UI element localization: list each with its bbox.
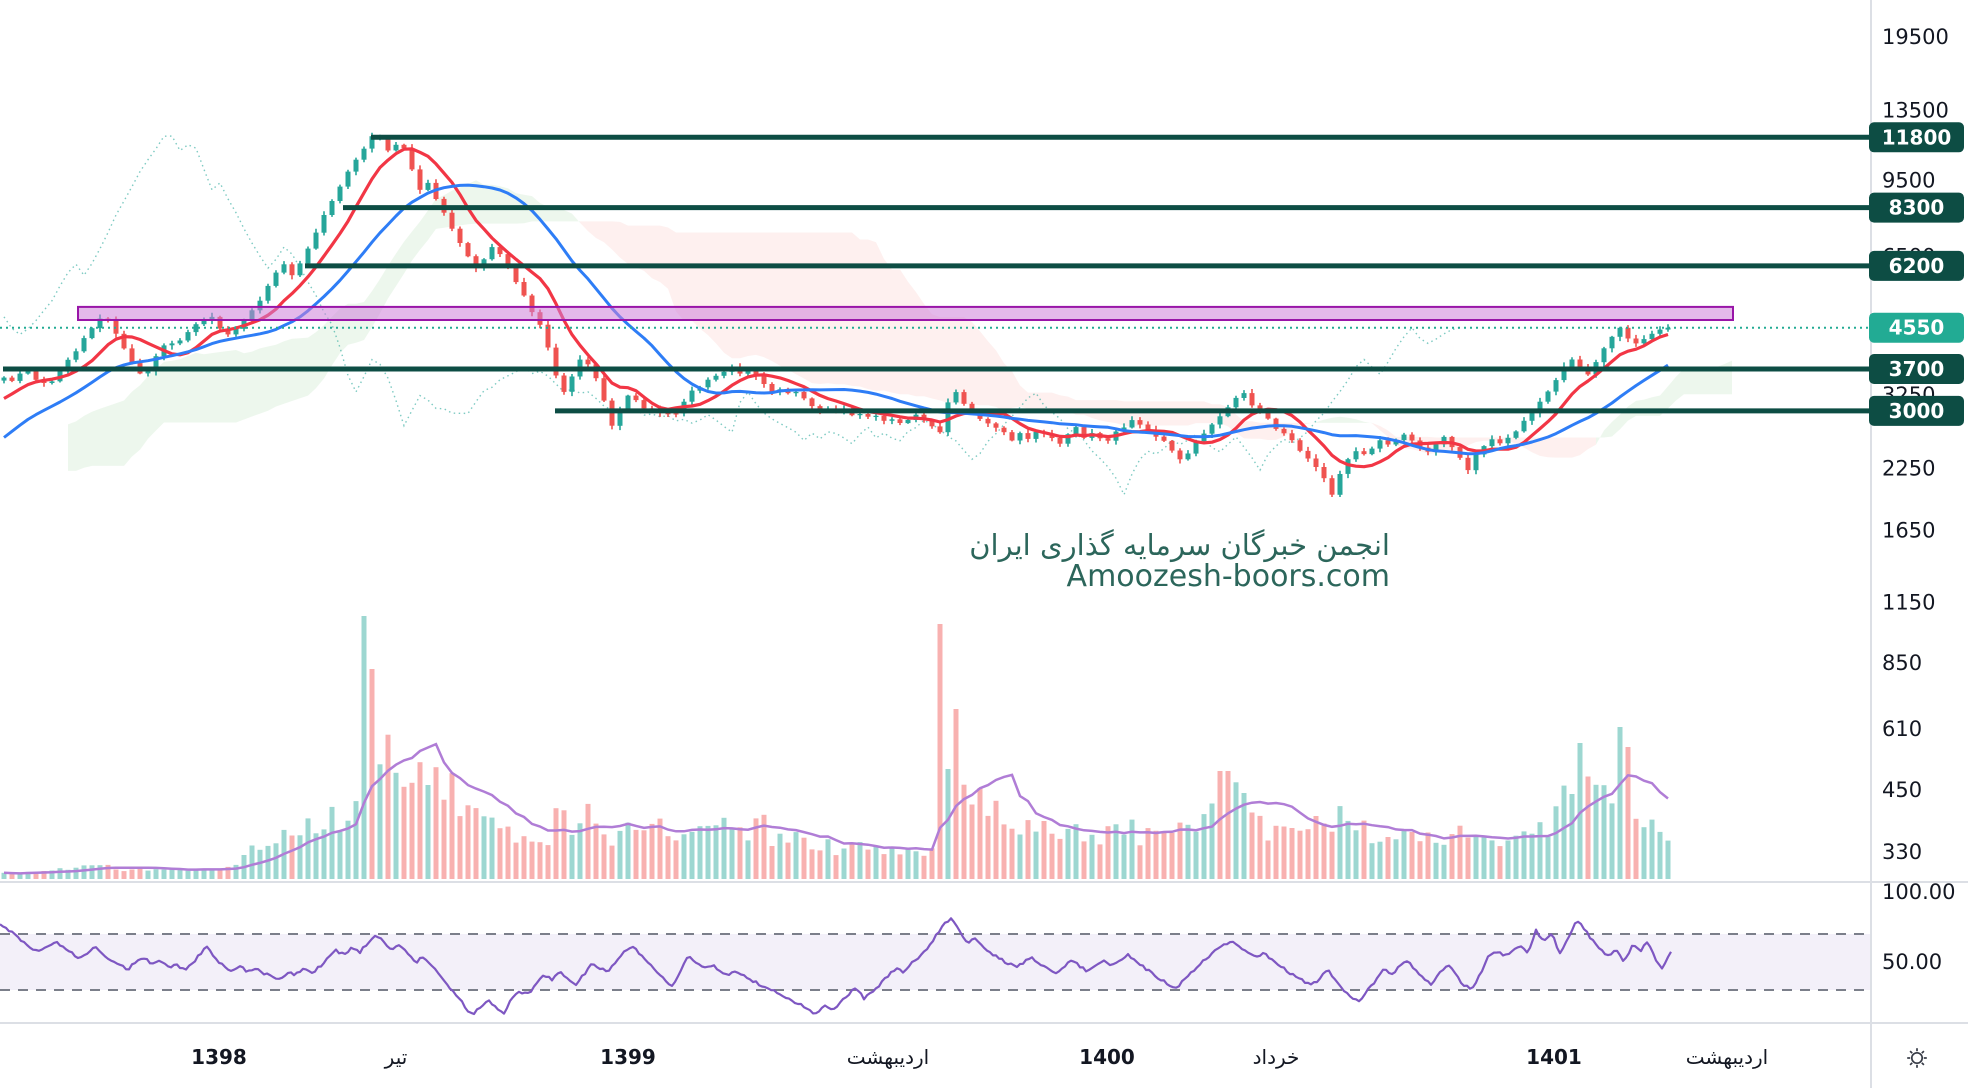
price-tick-label: 1150 [1882,591,1935,615]
price-tick-label: 13500 [1882,98,1949,122]
price-tick-label: 9500 [1882,169,1935,193]
price-tick-label: 330 [1882,840,1922,864]
oscillator-line [0,917,1672,1016]
price-tick-label: 610 [1882,717,1922,741]
svg-text:3000: 3000 [1889,399,1945,423]
ma-slow-line[interactable] [3,183,1669,456]
watermark-persian-text: انجمن خبرگان سرمایه گذاری ایران [969,528,1390,562]
svg-text:11800: 11800 [1882,125,1952,149]
time-axis-label: خرداد [1253,1045,1300,1069]
time-axis-label: 1401 [1526,1045,1582,1069]
price-tick-label: 1650 [1882,518,1935,542]
osc-tick-label: 50.00 [1882,950,1942,974]
svg-text:6200: 6200 [1889,254,1945,278]
osc-tick-label: 100.00 [1882,880,1955,904]
price-axis[interactable]: 1950013500950065004550325022501650115085… [1869,25,1964,974]
level-price-badge-8300[interactable]: 8300 [1869,192,1964,223]
price-tick-label: 2250 [1882,456,1935,480]
price-tick-label: 850 [1882,651,1922,675]
osc-band-fill [0,934,1871,990]
oscillator-pane[interactable] [0,917,1871,1016]
time-axis-label: تیر [384,1045,408,1069]
volume-overlay [1,616,1671,879]
time-axis[interactable]: 1398 تیر 1399 اردیبهشت 1400 خرداد 1401 اردیبهشت [191,1045,1768,1069]
time-axis-label: اردیبهشت [1686,1045,1768,1069]
time-axis-label: 1399 [600,1045,656,1069]
svg-text:3700: 3700 [1889,357,1945,381]
sun-icon [1907,1048,1927,1068]
theme-toggle-button[interactable] [1894,1041,1940,1075]
price-tick-label: 450 [1882,778,1922,802]
time-axis-label: 1398 [191,1045,247,1069]
volume-ma-line [3,742,1669,875]
supply-zone-rect[interactable] [77,305,1734,321]
ichimoku-cloud [68,180,1732,471]
ma-fast-line[interactable] [3,147,1669,469]
level-price-badge-11800[interactable]: 11800 [1869,122,1964,153]
svg-text:8300: 8300 [1889,196,1945,220]
level-price-badge-6200[interactable]: 6200 [1869,250,1964,281]
main-price-pane[interactable] [0,132,1871,879]
level-price-badge-3000[interactable]: 3000 [1869,395,1964,426]
time-axis-label: اردیبهشت [847,1045,929,1069]
watermark-site-text: Amoozesh-boors.com [1066,559,1390,595]
time-axis-label: 1400 [1079,1045,1135,1069]
current-price-badge[interactable]: 4550 [1869,312,1964,343]
svg-text:4550: 4550 [1889,316,1945,340]
price-tick-label: 19500 [1882,25,1949,49]
level-price-badge-3700[interactable]: 3700 [1869,354,1964,384]
watermark: انجمن خبرگان سرمایه گذاری ایران Amoozesh… [969,528,1390,595]
